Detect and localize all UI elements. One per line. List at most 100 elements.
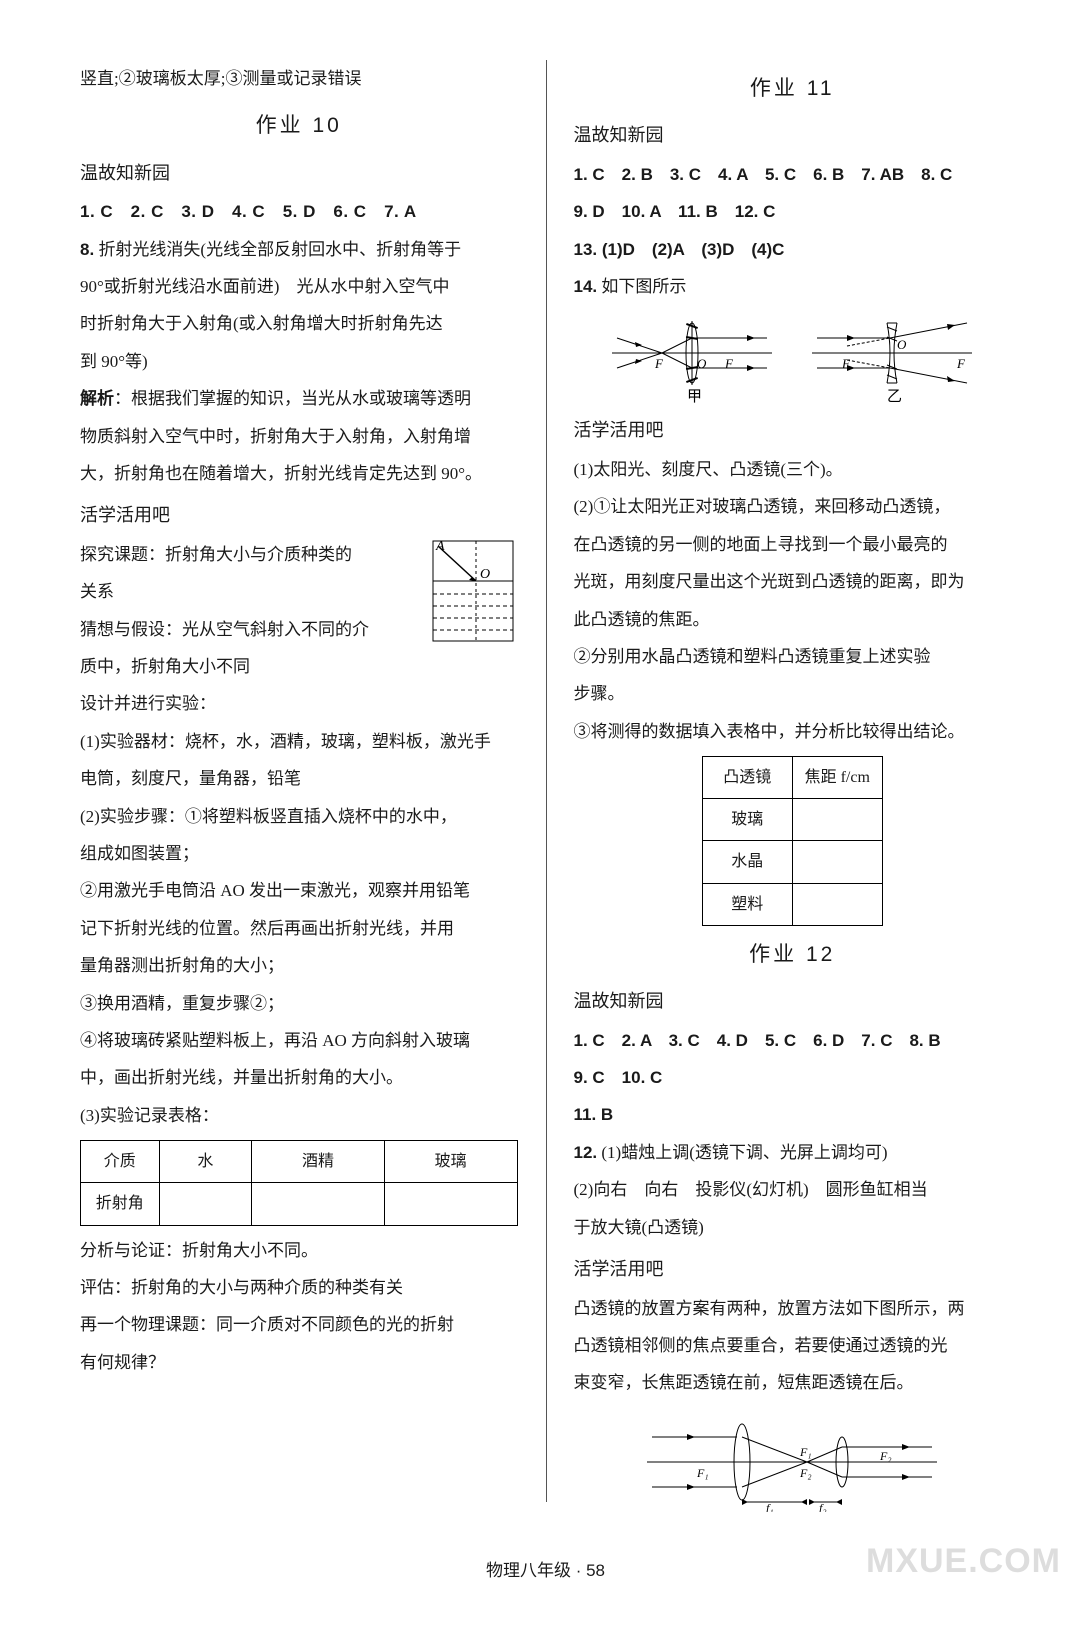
th-water: 水 [159, 1141, 252, 1183]
step2-a: (2)实验步骤：①将塑料板竖直插入烧杯中的水中， [80, 798, 518, 835]
two-lens-system-diagram: F₁ F₁ F₂ F₂ f₁ f₂ [574, 1412, 1012, 1512]
hw11-huo-2f: 步骤。 [574, 675, 1012, 712]
svg-text:F: F [724, 356, 734, 371]
svg-text:O: O [897, 337, 907, 352]
answer-text: 1. C 2. C 3. D 4. C 5. D 6. C 7. A [80, 202, 417, 221]
analysis-concl: 分析与论证：折射角大小不同。 [80, 1232, 518, 1269]
step2-d: 记下折射光线的位置。然后再画出折射光线，并用 [80, 910, 518, 947]
svg-text:F₁: F₁ [696, 1466, 709, 1480]
th-focal: 焦距 f/cm [792, 757, 882, 799]
th-lens: 凸透镜 [702, 757, 792, 799]
step1-a: (1)实验器材：烧杯，水，酒精，玻璃，塑料板，激光手 [80, 723, 518, 760]
refraction-diagram: A O [428, 536, 518, 646]
evaluate: 评估：折射角的大小与两种介质的种类有关 [80, 1269, 518, 1306]
table-row: 塑料 [702, 883, 882, 925]
table-row: 介质 水 酒精 玻璃 [81, 1141, 518, 1183]
right-column: 作业 11 温故知新园 1. C 2. B 3. C 4. A 5. C 6. … [546, 60, 1012, 1522]
svg-text:A: A [435, 539, 445, 554]
svg-text:F₂: F₂ [799, 1466, 812, 1480]
step3: (3)实验记录表格： [80, 1097, 518, 1134]
step1-b: 电筒，刻度尺，量角器，铅笔 [80, 760, 518, 797]
row-glass: 玻璃 [702, 799, 792, 841]
label-yi: 乙 [887, 389, 902, 403]
hypoth-b: 质中，折射角大小不同 [80, 648, 518, 685]
hw11-ans2: 9. D 10. A 11. B 12. C [574, 193, 1012, 230]
section-warmup: 温故知新园 [80, 154, 518, 194]
step2-b: 组成如图装置； [80, 835, 518, 872]
q8-line: 8.8. 折射光线消失(光线全部反射回水中、折射角等于 折射光线消失(光线全部反… [80, 231, 518, 268]
cell-empty [792, 841, 882, 883]
page-columns: 竖直;②玻璃板太厚;③测量或记录错误 作业 10 温故知新园 1. C 2. C… [80, 60, 1011, 1522]
table-row: 水晶 [702, 841, 882, 883]
cell-empty [252, 1183, 385, 1225]
row-angle: 折射角 [81, 1183, 160, 1225]
svg-text:O: O [697, 356, 707, 371]
cell-empty [792, 883, 882, 925]
svg-text:F: F [956, 356, 966, 371]
table-row: 玻璃 [702, 799, 882, 841]
hw11-huo-2g: ③将测得的数据填入表格中，并分析比较得出结论。 [574, 713, 1012, 750]
analysis-label: 解析 [80, 389, 114, 408]
analysis-c: 大，折射角也在随着增大，折射光线肯定先达到 90°。 [80, 455, 518, 492]
hw12-huo-b: 凸透镜相邻侧的焦点要重合，若要使通过透镜的光 [574, 1327, 1012, 1364]
hw11-huo-2a: (2)①让太阳光正对玻璃凸透镜，来回移动凸透镜， [574, 488, 1012, 525]
column-divider [546, 60, 547, 1502]
hw11-huo-2e: ②分别用水晶凸透镜和塑料凸透镜重复上述实验 [574, 638, 1012, 675]
table-row: 凸透镜 焦距 f/cm [702, 757, 882, 799]
hw11-huo-1: (1)太阳光、刻度尺、凸透镜(三个)。 [574, 451, 1012, 488]
cell-empty [384, 1183, 517, 1225]
hw11-q13: 13. (1)D (2)A (3)D (4)C [574, 231, 1012, 268]
svg-text:F: F [841, 356, 851, 371]
hw11-huo-2d: 此凸透镜的焦距。 [574, 601, 1012, 638]
cell-empty [792, 799, 882, 841]
th-glass: 玻璃 [384, 1141, 517, 1183]
lens-diagrams-row: F O F 甲 F O F 乙 [574, 313, 1012, 403]
step2-h: 中，画出折射光线，并量出折射角的大小。 [80, 1059, 518, 1096]
analysis-a: ：根据我们掌握的知识，当光从水或玻璃等透明 [114, 389, 471, 408]
step2-g: ④将玻璃砖紧贴塑料板上，再沿 AO 方向斜射入玻璃 [80, 1022, 518, 1059]
section-warmup-11: 温故知新园 [574, 116, 1012, 156]
svg-text:F: F [654, 356, 664, 371]
hw12-q12-c: 于放大镜(凸透镜) [574, 1209, 1012, 1246]
hw12-huo-a: 凸透镜的放置方案有两种，放置方法如下图所示，两 [574, 1290, 1012, 1327]
q8-b: 90°或折射光线沿水面前进) 光从水中射入空气中 [80, 268, 518, 305]
next-q-a: 再一个物理课题：同一介质对不同颜色的光的折射 [80, 1306, 518, 1343]
section-apply-12: 活学活用吧 [574, 1250, 1012, 1290]
hw12-title: 作业 12 [574, 932, 1012, 978]
analysis-line: 解析：根据我们掌握的知识，当光从水或玻璃等透明 [80, 380, 518, 417]
hw11-title: 作业 11 [574, 66, 1012, 112]
hw10-title: 作业 10 [80, 103, 518, 149]
hw12-ans1: 1. C 2. A 3. C 4. D 5. C 6. D 7. C 8. B [574, 1022, 1012, 1059]
hw12-ans3: 11. B [574, 1096, 1012, 1133]
hw12-q12-b: (2)向右 向右 投影仪(幻灯机) 圆形鱼缸相当 [574, 1171, 1012, 1208]
next-q-b: 有何规律？ [80, 1344, 518, 1381]
row-crystal: 水晶 [702, 841, 792, 883]
section-warmup-12: 温故知新园 [574, 982, 1012, 1022]
svg-text:f₁: f₁ [766, 1501, 774, 1512]
svg-text:F₁: F₁ [799, 1445, 812, 1459]
svg-text:F₂: F₂ [879, 1449, 892, 1463]
th-alcohol: 酒精 [252, 1141, 385, 1183]
svg-text:O: O [480, 567, 490, 582]
label-jia: 甲 [687, 389, 702, 403]
hw11-q14: 14. 如下图所示 [574, 268, 1012, 305]
step2-c: ②用激光手电筒沿 AO 发出一束激光，观察并用铅笔 [80, 872, 518, 909]
hw10-answers: 1. C 2. C 3. D 4. C 5. D 6. C 7. A [80, 193, 518, 230]
analysis-b: 物质斜射入空气中时，折射角大于入射角，入射角增 [80, 418, 518, 455]
design: 设计并进行实验： [80, 685, 518, 722]
hw11-huo-2b: 在凸透镜的另一侧的地面上寻找到一个最小最亮的 [574, 526, 1012, 563]
continuation-text: 竖直;②玻璃板太厚;③测量或记录错误 [80, 60, 518, 97]
step2-e: 量角器测出折射角的大小； [80, 947, 518, 984]
hw11-ans1: 1. C 2. B 3. C 4. A 5. C 6. B 7. AB 8. C [574, 156, 1012, 193]
step2-f: ③换用酒精，重复步骤②； [80, 985, 518, 1022]
svg-text:f₂: f₂ [819, 1501, 827, 1512]
cell-empty [159, 1183, 252, 1225]
q8-c: 时折射角大于入射角(或入射角增大时折射角先达 [80, 305, 518, 342]
row-plastic: 塑料 [702, 883, 792, 925]
section-apply: 活学活用吧 [80, 496, 518, 536]
q8-d: 到 90°等) [80, 343, 518, 380]
section-apply-11: 活学活用吧 [574, 411, 1012, 451]
hw12-huo-c: 束变窄，长焦距透镜在前，短焦距透镜在后。 [574, 1364, 1012, 1401]
watermark: MXUE.COM [866, 1524, 1061, 1599]
table-row: 折射角 [81, 1183, 518, 1225]
